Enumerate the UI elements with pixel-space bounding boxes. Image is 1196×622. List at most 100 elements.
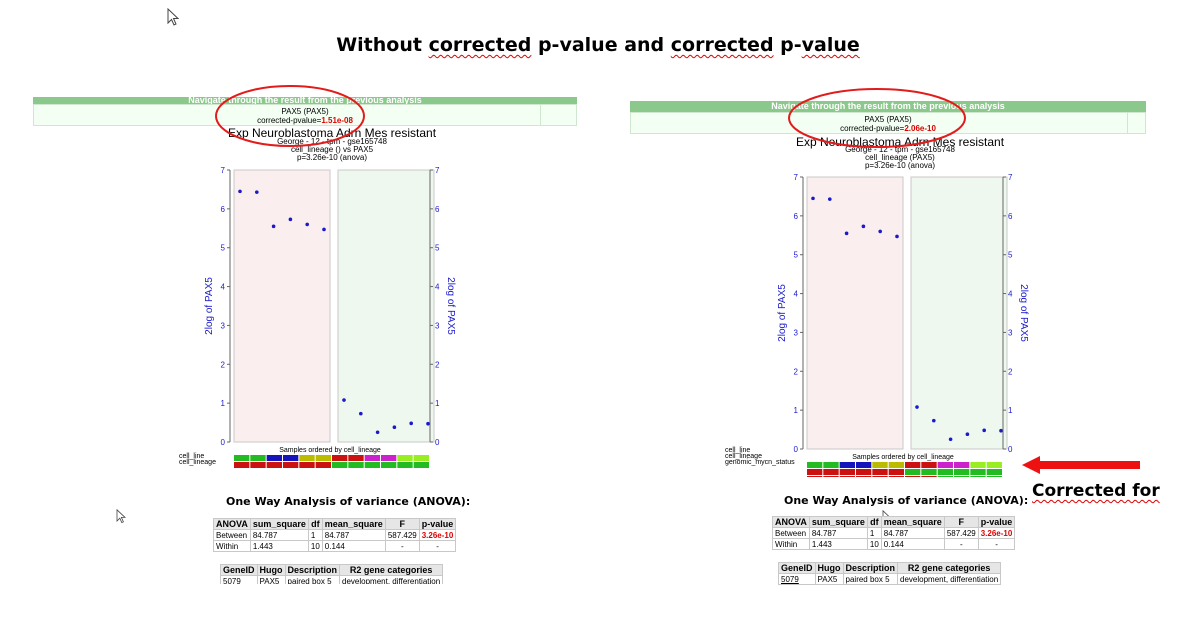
y-tick-label: 7 [794,173,799,182]
legend-cell [234,462,250,468]
legend-cell [315,455,331,461]
y-tick-label: 1 [221,399,226,408]
y-tick-label: 0 [221,438,226,447]
mouse-cursor-icon [167,7,180,33]
legend-cell [986,476,1002,477]
data-point [999,428,1003,433]
y-tick-label: 4 [1008,290,1013,299]
legend-cell [266,462,282,468]
legend-cell [839,476,855,477]
gene-table: GeneID Hugo Description R2 gene categories… [778,562,1002,585]
legend-cell [856,469,872,475]
legend-cell [888,476,904,477]
legend-cell [283,462,299,468]
y-tick-label: 5 [1008,251,1013,260]
legend-cell [364,462,380,468]
y-tick-label: 1 [435,399,440,408]
legend-cell [921,476,937,477]
y-tick-label: 3 [221,321,226,330]
legend-cell [856,462,872,468]
y-tick-label: 5 [221,244,226,253]
corrected-pvalue: corrected-pvalue=1.51e-08 [257,116,353,125]
legend-cell [807,469,823,475]
group-panel [910,176,1008,450]
table-row: Within 1.443 10 0.144- - [772,538,1016,550]
legend-cell [905,462,921,468]
legend-cell [823,462,839,468]
gene-id-link[interactable]: 5079 [778,573,816,585]
gene-table: GeneID Hugo Description R2 gene categories… [220,564,444,584]
gene-table-wrapper: GeneID Hugo Description R2 gene categories… [220,564,444,584]
legend-cell [315,462,331,468]
legend-labels: cell_line cell_lineage [179,453,216,466]
expression-chart: 0 0 1 1 2 2 3 3 4 4 5 5 6 6 7 7 2log of PAX5 2log of PAX5… [204,166,456,468]
data-point [288,217,293,222]
y-tick-label: 6 [1008,212,1013,221]
data-point [915,405,919,409]
gene-id-link[interactable]: 5079 [220,575,258,584]
legend-cell [332,462,348,468]
legend-cell [872,462,888,468]
data-point [948,437,953,442]
legend-cell [937,476,953,477]
y-axis-label-right: 2log of PAX5 [1018,284,1029,342]
y-tick-label: 4 [435,283,440,292]
legend-cell [921,469,937,475]
anova-title: One Way Analysis of variance (ANOVA): [226,495,471,508]
table-row: 5079 PAX5 paired box 5 development, differ… [220,575,444,584]
y-tick-label: 7 [221,166,226,175]
data-point [409,421,413,426]
legend-cell [348,455,364,461]
legend-cell [970,469,986,475]
legend-cell [839,469,855,475]
legend-cell [250,455,266,461]
y-tick-label: 0 [435,438,440,447]
y-tick-label: 4 [794,290,799,299]
y-tick-label: 3 [794,328,799,337]
legend-cell [986,469,1002,475]
data-point [895,234,899,239]
data-point [322,227,326,232]
y-axis-label-right: 2log of PAX5 [445,277,456,335]
legend-cell [413,462,429,468]
chart-title: Exp Neuroblastoma Adrn Mes resistant [227,126,437,140]
group-panel [337,169,435,443]
legend-cell [381,462,397,468]
table-row: Within 1.443 10 0.144- - [213,540,457,552]
data-point [982,428,986,433]
legend-cell [807,476,823,477]
highlight-ellipse [215,85,365,147]
legend-cell [954,469,970,475]
navigate-bar[interactable]: Navigate through the result from the pre… [630,101,1146,112]
legend-cell [937,462,953,468]
legend-cell [970,462,986,468]
gene-name: PAX5 (PAX5) [281,107,329,116]
anova-title: One Way Analysis of variance (ANOVA): [784,494,1029,507]
data-point [861,224,866,229]
table-row: Between 84.787 1 84.787 587.429 3.26e-10 [772,527,1016,539]
corrected-pvalue: corrected-pvalue=2.06e-10 [840,124,936,133]
data-point [932,418,936,423]
data-point [305,222,309,227]
data-point [238,189,242,194]
data-point [392,425,397,430]
legend-cell [823,476,839,477]
data-point [811,196,815,201]
y-tick-label: 7 [435,166,440,175]
navigate-bar[interactable]: Navigate through the result from the pre… [33,97,577,104]
y-tick-label: 4 [221,283,226,292]
legend-cell [905,469,921,475]
table-row: Between 84.787 1 84.787 587.429 3.26e-10 [213,529,457,541]
data-point [844,231,849,236]
data-point [255,190,259,194]
y-axis-label: 2log of PAX5 [777,284,788,342]
data-point [426,421,430,426]
legend-cell [397,455,413,461]
group-panel [233,169,331,443]
legend-cell [348,462,364,468]
legend-cell [266,455,282,461]
table-header-row: GeneID Hugo Description R2 gene categories [778,562,1002,574]
corrected-for-label: Corrected for [1032,481,1160,501]
y-tick-label: 5 [435,244,440,253]
